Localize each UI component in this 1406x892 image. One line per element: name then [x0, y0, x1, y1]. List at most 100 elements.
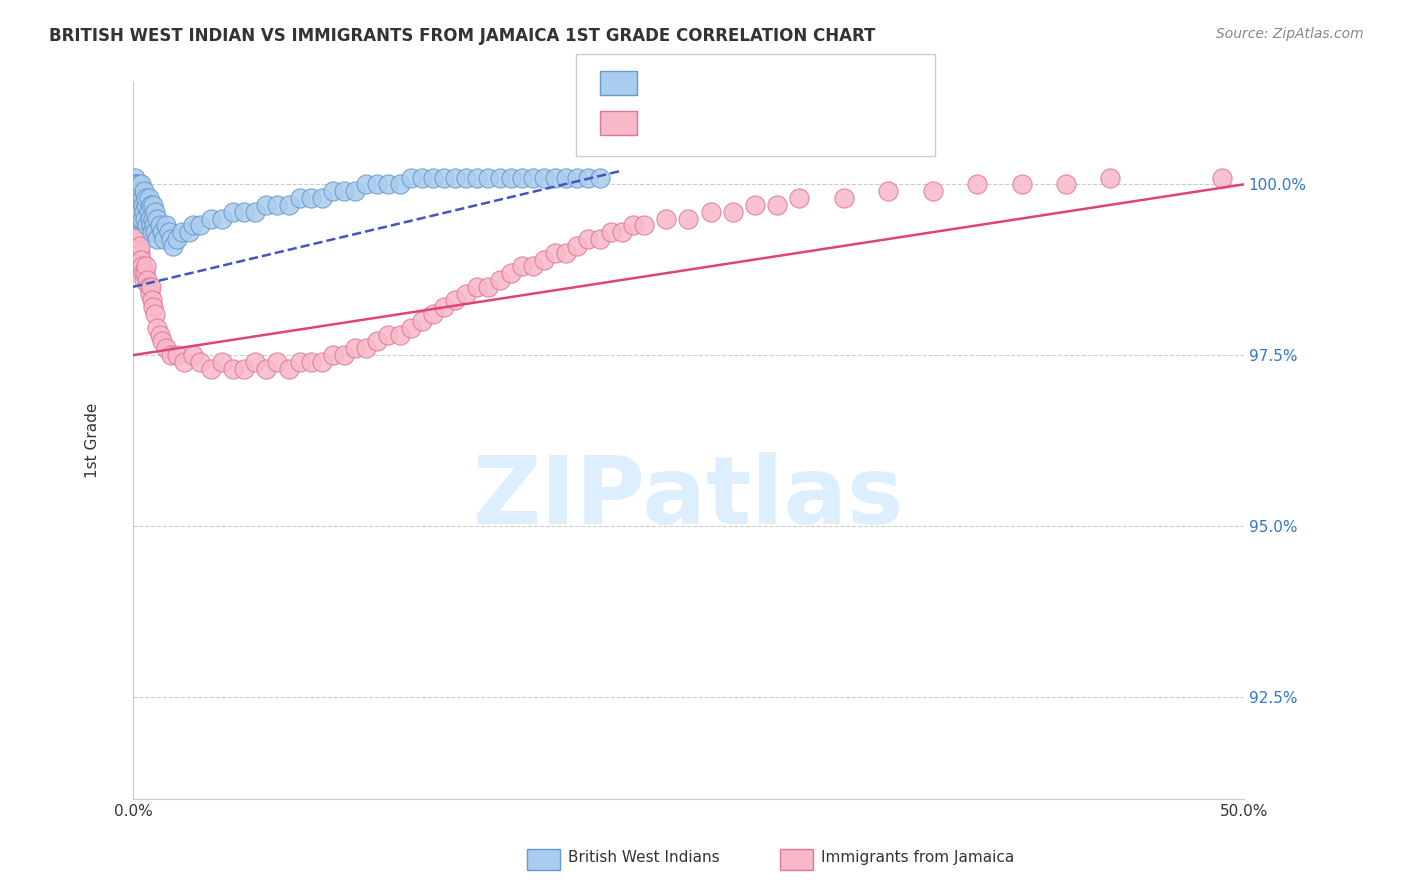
- Point: [599, 225, 621, 239]
- Text: Source: ZipAtlas.com: Source: ZipAtlas.com: [1216, 27, 1364, 41]
- Point: [699, 204, 721, 219]
- Point: [143, 204, 166, 219]
- Point: [124, 184, 146, 198]
- Point: [354, 178, 377, 192]
- Point: [655, 211, 678, 226]
- Point: [399, 170, 422, 185]
- Point: [488, 170, 510, 185]
- Point: [1011, 178, 1033, 192]
- Point: [149, 219, 172, 233]
- Point: [766, 198, 789, 212]
- Point: [125, 204, 148, 219]
- Point: [143, 225, 166, 239]
- Point: [141, 293, 163, 308]
- Point: [499, 266, 522, 280]
- Point: [162, 239, 184, 253]
- Point: [277, 361, 299, 376]
- Point: [157, 225, 180, 239]
- Point: [142, 198, 165, 212]
- Point: [124, 211, 146, 226]
- Point: [128, 225, 150, 239]
- Point: [266, 198, 288, 212]
- Point: [488, 273, 510, 287]
- Point: [132, 273, 155, 287]
- Point: [125, 204, 148, 219]
- Point: [444, 293, 467, 308]
- Point: [138, 204, 160, 219]
- Point: [129, 252, 152, 267]
- Text: Immigrants from Jamaica: Immigrants from Jamaica: [821, 850, 1014, 864]
- Text: R =: R =: [651, 73, 688, 91]
- Point: [588, 170, 610, 185]
- Point: [200, 211, 222, 226]
- Point: [211, 211, 233, 226]
- Point: [146, 232, 169, 246]
- Point: [311, 355, 333, 369]
- Point: [134, 211, 156, 226]
- Point: [567, 170, 589, 185]
- Point: [124, 198, 146, 212]
- Point: [129, 178, 152, 192]
- Point: [139, 219, 162, 233]
- Point: [128, 204, 150, 219]
- Point: [138, 211, 160, 226]
- Point: [143, 307, 166, 321]
- Point: [142, 211, 165, 226]
- Point: [966, 178, 988, 192]
- Point: [122, 191, 145, 205]
- Point: [222, 204, 245, 219]
- Point: [322, 184, 344, 198]
- Point: [333, 184, 356, 198]
- Point: [136, 273, 159, 287]
- Point: [344, 341, 367, 355]
- Point: [422, 170, 444, 185]
- Point: [510, 170, 533, 185]
- Point: [555, 245, 578, 260]
- Point: [136, 219, 159, 233]
- Point: [128, 232, 150, 246]
- Point: [243, 355, 266, 369]
- Point: [124, 198, 146, 212]
- Point: [124, 219, 146, 233]
- Point: [132, 198, 155, 212]
- Point: [188, 355, 211, 369]
- Point: [155, 341, 177, 355]
- Point: [422, 307, 444, 321]
- Point: [135, 260, 157, 274]
- Point: [200, 361, 222, 376]
- Point: [444, 170, 467, 185]
- Point: [477, 280, 499, 294]
- Point: [166, 348, 188, 362]
- Point: [125, 219, 148, 233]
- Point: [288, 355, 311, 369]
- Point: [433, 301, 456, 315]
- Point: [366, 178, 388, 192]
- Point: [128, 198, 150, 212]
- Point: [721, 204, 744, 219]
- Point: [138, 191, 160, 205]
- Point: [125, 225, 148, 239]
- Point: [832, 191, 855, 205]
- Point: [522, 170, 544, 185]
- Point: [150, 225, 173, 239]
- Point: [411, 170, 433, 185]
- Point: [1211, 170, 1233, 185]
- Point: [170, 225, 193, 239]
- Point: [277, 198, 299, 212]
- Point: [578, 170, 600, 185]
- Point: [129, 239, 152, 253]
- Point: [155, 219, 177, 233]
- Point: [149, 327, 172, 342]
- Point: [678, 211, 700, 226]
- Point: [333, 348, 356, 362]
- Point: [388, 327, 411, 342]
- Point: [1054, 178, 1077, 192]
- Point: [129, 204, 152, 219]
- Y-axis label: 1st Grade: 1st Grade: [84, 403, 100, 478]
- Point: [544, 245, 567, 260]
- Point: [477, 170, 499, 185]
- Point: [377, 178, 399, 192]
- Point: [555, 170, 578, 185]
- Point: [311, 191, 333, 205]
- Text: British West Indians: British West Indians: [568, 850, 720, 864]
